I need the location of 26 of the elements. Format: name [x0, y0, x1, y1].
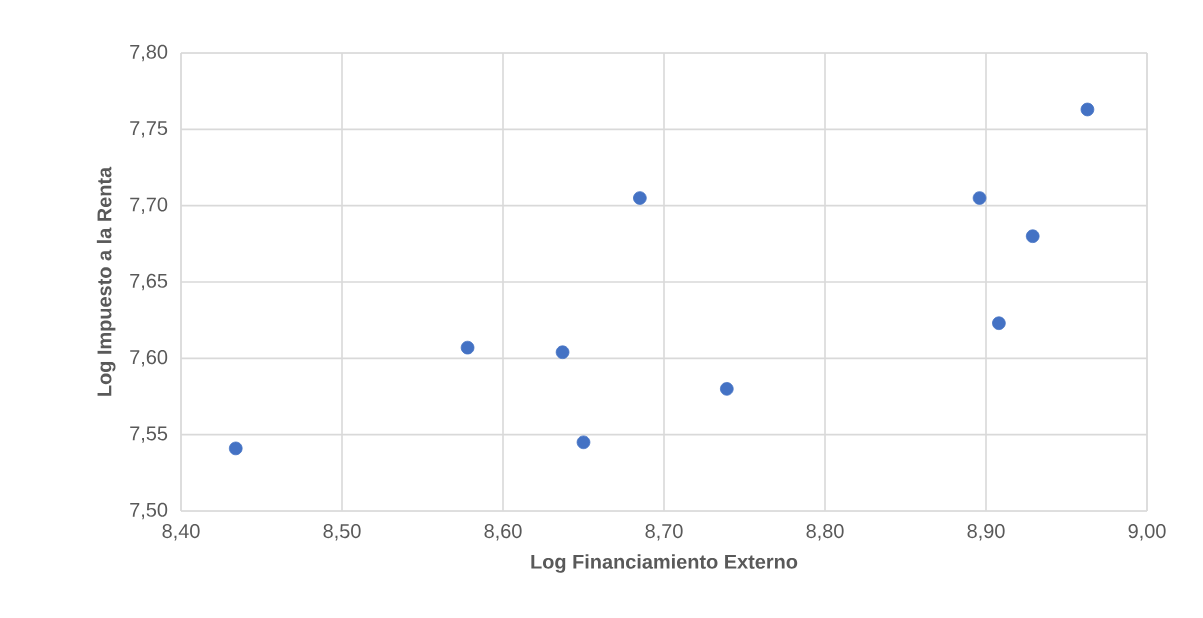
point	[555, 345, 570, 360]
point	[1080, 102, 1095, 117]
point	[576, 435, 591, 450]
point	[972, 191, 987, 205]
x-tick-label: 9,00	[1128, 524, 1166, 541]
x-axis-title: Log Financiamiento Externo	[531, 554, 798, 573]
x-tick-label: 8,90	[967, 524, 1005, 541]
y-tick-label: 7,75	[130, 121, 168, 138]
y-tick-label: 7,70	[130, 197, 168, 214]
x-tick-label: 8,60	[484, 524, 522, 541]
point	[228, 441, 243, 456]
y-axis-title: Log Impuesto a la Renta	[96, 166, 116, 396]
y-tick-label: 7,60	[130, 350, 168, 367]
y-tick-label: 7,80	[130, 44, 168, 62]
point	[633, 191, 647, 205]
point	[720, 382, 734, 396]
x-tick-label: 8,80	[806, 524, 844, 541]
y-tick-label: 7,65	[130, 273, 168, 291]
point	[460, 340, 475, 355]
point	[992, 316, 1006, 331]
y-tick-label: 7,50	[130, 502, 168, 520]
y-tick-label: 7,55	[130, 426, 168, 443]
point	[1025, 229, 1040, 243]
x-tick-label: 8,70	[645, 524, 683, 541]
x-tick-label: 8,50	[323, 524, 361, 541]
x-tick-label: 8,40	[162, 524, 200, 541]
